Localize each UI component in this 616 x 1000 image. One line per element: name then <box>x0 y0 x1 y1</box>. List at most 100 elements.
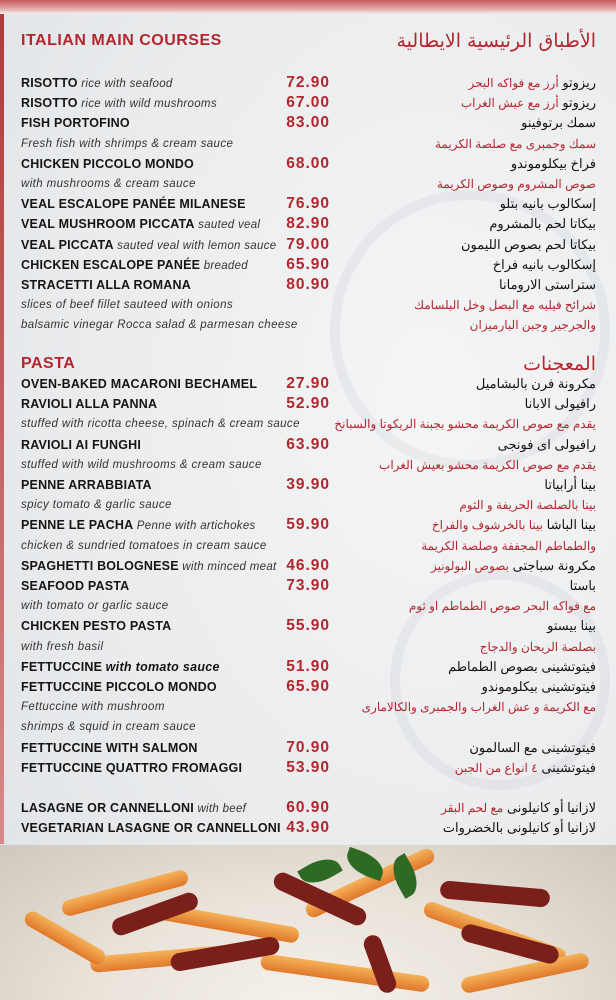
item-name: CHICKEN PESTO PASTA <box>21 619 172 634</box>
item-price: 46.90 <box>286 556 330 574</box>
menu-item: FETTUCCINE WITH SALMON 70.90 فيتوتشينى مع … <box>0 738 616 758</box>
menu-item-description: balsamic vinegar Rocca salad & parmesan … <box>0 315 616 335</box>
item-name-en: FETTUCCINE WITH SALMON <box>21 738 198 758</box>
item-price: 43.90 <box>286 819 330 837</box>
item-price: 65.90 <box>286 255 330 273</box>
item-price: 27.90 <box>286 375 330 392</box>
description-en: Fettuccine with mushroom <box>21 701 165 714</box>
menu-item: RAVIOLI ALLA PANNA 52.90 رافيولى الابانا <box>0 394 616 414</box>
pasta-title-en: PASTA <box>21 355 76 372</box>
item-name: LASAGNE OR CANNELLONI <box>21 801 194 816</box>
item-description-arabic: بينا بالخرشوف والفراخ <box>431 518 544 533</box>
item-name: RISOTTO <box>21 76 78 90</box>
item-name-arabic: فيتوتشينى <box>541 759 596 775</box>
item-name: FETTUCCINE PICCOLO MONDO <box>21 680 217 694</box>
item-name-ar: رافيولى اى فونجى <box>498 435 596 455</box>
menu-item-description: with tomato or garlic sauce مع فواكه البح… <box>0 596 616 616</box>
item-name-en: FETTUCCINE with tomato sauce <box>21 657 220 677</box>
description-ar: مع فواكه البحر صوص الطماطم او ثوم <box>408 599 596 614</box>
item-name-arabic: فيتوتشينى بصوص الطماطم <box>448 658 596 674</box>
item-price: 51.90 <box>286 657 330 675</box>
menu-item-description: shrimps & squid in cream sauce <box>0 717 616 737</box>
item-name-en: VEGETARIAN LASAGNE OR CANNELLONI <box>21 818 281 838</box>
item-name-en: RISOTTO rice with wild mushrooms <box>21 93 217 114</box>
item-name: RAVIOLI AI FUNGHI <box>21 437 142 452</box>
menu-item: RISOTTO rice with wild mushrooms 67.00 ريز… <box>0 93 616 113</box>
item-name-arabic: فيتوتشينى مع السالمون <box>469 739 596 755</box>
menu-item: RAVIOLI AI FUNGHI 63.90 رافيولى اى فونجى <box>0 435 616 455</box>
item-name-en: LASAGNE OR CANNELLONI with beef <box>21 798 246 819</box>
item-name-ar: باستا <box>570 576 596 596</box>
item-price: 60.90 <box>286 799 330 817</box>
item-description-arabic: أرز مع فواكه البحر <box>468 76 559 90</box>
item-name-arabic: لازانيا أو كانيلونى <box>506 800 596 816</box>
item-description-arabic: أرز مع عيش الغراب <box>460 96 559 111</box>
description-ar: سمك وجمبرى مع صلصة الكريمة <box>435 136 596 151</box>
item-name-en: SEAFOOD PASTA <box>21 576 129 596</box>
item-name-arabic: رافيولى الابانا <box>524 396 596 412</box>
item-description-arabic: ٤ انواع من الجبن <box>454 760 538 775</box>
item-name: STRACETTI ALLA ROMANA <box>21 278 191 292</box>
item-name-arabic: بينا بيستو <box>547 618 596 634</box>
item-name-arabic: مكرونة سباجتى <box>512 557 596 573</box>
description-en: Fresh fish with shrimps & cream sauce <box>21 137 234 150</box>
menu-item: OVEN-BAKED MACARONI BECHAMEL 27.90 مكرونة … <box>0 374 616 394</box>
item-name-en: RAVIOLI ALLA PANNA <box>21 394 157 414</box>
item-name: FISH PORTOFINO <box>21 116 130 131</box>
item-name-en: STRACETTI ALLA ROMANA <box>21 275 191 295</box>
item-name-ar: فيتوتشينى بيكلوموندو <box>482 677 596 697</box>
item-price: 79.00 <box>286 235 330 253</box>
item-name-arabic: ريزوتو <box>562 95 596 111</box>
item-name-ar: فيتوتشينى مع السالمون <box>469 738 596 758</box>
description-ar: والجرجير وجبن البارميزان <box>469 318 596 333</box>
menu-item: VEAL MUSHROOM PICCATA sauted veal 82.90 بي… <box>0 214 616 234</box>
menu-item-description: Fettuccine with mushroom مع الكريمة و عش … <box>0 697 616 717</box>
item-name: SEAFOOD PASTA <box>21 579 130 593</box>
item-price: 73.90 <box>286 577 330 594</box>
item-description: rice with seafood <box>81 78 173 90</box>
item-description: Penne with artichokes <box>136 520 256 533</box>
item-price: 65.90 <box>286 678 330 695</box>
menu-item: STRACETTI ALLA ROMANA 80.90 ستراستى الاروم… <box>0 275 616 295</box>
menu-item-description: with fresh basil بصلصة الريحان والدجاج <box>0 637 616 657</box>
menu-item: VEAL PICCATA sauted veal with lemon sauc… <box>0 235 616 255</box>
item-name-ar: مكرونة سباجتى بصوص البولونيز <box>431 556 596 576</box>
item-name-en: CHICKEN ESCALOPE PANÉE breaded <box>21 255 248 276</box>
item-price: 63.90 <box>286 435 330 453</box>
item-name-ar: إسكالوب بانيه بتلو <box>500 194 596 214</box>
item-description: with minced meat <box>182 560 277 573</box>
item-name-ar: بينا الباشا بينا بالخرشوف والفراخ <box>432 515 596 535</box>
item-name-ar: لازانيا أو كانيلونى مع لحم البقر <box>441 798 596 818</box>
menu-item: PENNE ARRABBIATA 39.90 بينا أرابياتا <box>0 475 616 495</box>
item-price: 55.90 <box>286 617 330 635</box>
description-en: shrimps & squid in cream sauce <box>21 721 196 734</box>
description-en: spicy tomato & garlic sauce <box>21 499 172 512</box>
menu-item: FISH PORTOFINO 83.00 سمك برتوفينو <box>0 113 616 133</box>
item-name: OVEN-BAKED MACARONI BECHAMEL <box>21 377 258 391</box>
item-name-en: RAVIOLI AI FUNGHI <box>21 435 141 455</box>
description-ar: مع الكريمة و عش الغراب والجمبرى والكالام… <box>361 700 596 715</box>
menu-item: VEAL ESCALOPE PANÉE MILANESE 76.90 إسكالوب… <box>0 194 616 214</box>
description-en: stuffed with ricotta cheese, spinach & c… <box>21 418 300 431</box>
item-name-ar: بينا أرابياتا <box>544 475 596 495</box>
menu-item-description: slices of beef fillet sauteed with onion… <box>0 295 616 315</box>
item-name-ar: بيكاتا لحم بصوص الليمون <box>461 235 596 255</box>
item-description-arabic: مع لحم البقر <box>441 801 504 816</box>
item-name-arabic: مكرونة فرن بالبشاميل <box>475 376 596 391</box>
item-price: 67.00 <box>286 94 330 112</box>
item-name-ar: مكرونة فرن بالبشاميل <box>476 374 596 394</box>
item-description: with beef <box>197 803 247 816</box>
item-name-ar: ريزوتو أرز مع عيش الغراب <box>461 93 596 113</box>
item-name-en: VEAL PICCATA sauted veal with lemon sauc… <box>21 235 276 256</box>
menu-item-description: Fresh fish with shrimps & cream sauce سمك… <box>0 134 616 154</box>
description-en: with tomato or garlic sauce <box>21 600 169 613</box>
item-name-ar: لازانيا أو كانيلونى بالخضروات <box>443 818 596 838</box>
item-name-arabic: إسكالوب بانيه بتلو <box>499 196 596 212</box>
item-name-ar: إسكالوب بانيه فراخ <box>493 255 596 275</box>
item-name: PENNE ARRABBIATA <box>21 478 152 492</box>
item-name-en: FETTUCCINE PICCOLO MONDO <box>21 677 217 697</box>
item-price: 80.90 <box>286 276 330 293</box>
menu-item: CHICKEN ESCALOPE PANÉE breaded 65.90 إسكال… <box>0 255 616 275</box>
item-name-arabic: بيكاتا لحم بالمشروم <box>489 216 596 232</box>
item-name-ar: بيكاتا لحم بالمشروم <box>489 214 596 234</box>
